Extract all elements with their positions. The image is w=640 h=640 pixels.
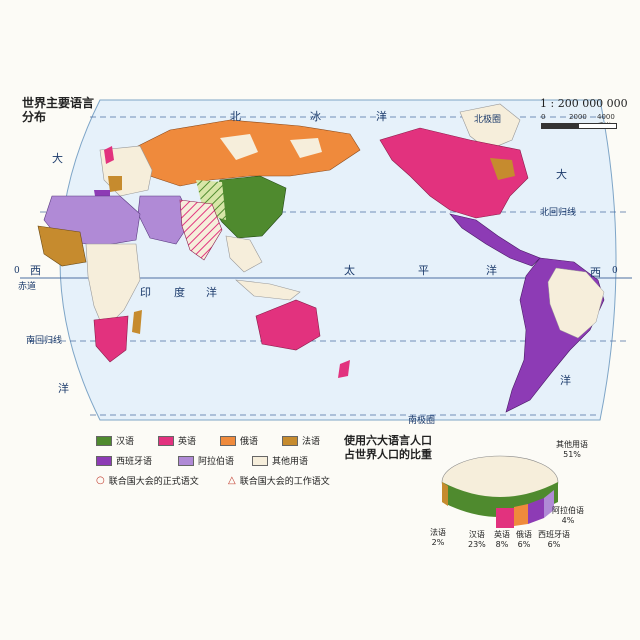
legend-swatch: [96, 455, 112, 466]
france: [108, 176, 122, 192]
legend-item-other: 其他用语: [252, 454, 308, 467]
ocean-label: 冰: [310, 110, 322, 123]
africa-south-english: [93, 315, 129, 363]
legend-swatch: [252, 455, 268, 466]
population-pie: [441, 455, 559, 528]
tropic-cancer-label: 北回归线: [540, 208, 577, 218]
arctic-circle-label: 北极圈: [474, 115, 502, 125]
ocean-label: 西: [590, 266, 602, 279]
north-america-english: [379, 127, 529, 219]
ocean-label: 印: [140, 286, 152, 299]
ocean-label: 洋: [560, 374, 572, 387]
antarctic-circle-label: 南极圈: [408, 416, 436, 426]
pie-label-french: 法语 2%: [430, 528, 446, 547]
africa-west-french: [37, 225, 87, 267]
ocean-label: 北: [230, 110, 242, 123]
legend-swatch: [178, 455, 194, 466]
legend-swatch: [96, 435, 112, 446]
australia: [255, 299, 321, 351]
legend-item-chinese: 汉语: [96, 434, 134, 447]
legend-official-language: ○ 联合国大会的正式语文: [96, 475, 199, 487]
legend-swatch: [282, 435, 298, 446]
scale-ratio: 1 : 200 000 000: [540, 97, 628, 110]
quebec-french: [490, 158, 515, 180]
pie-label-arabic: 阿拉伯语 4%: [552, 506, 584, 525]
legend-swatch: [220, 435, 236, 446]
ocean-label: 洋: [376, 110, 388, 123]
pie-label-spanish: 西班牙语 6%: [538, 530, 570, 549]
pie-label-chinese: 汉语 23%: [468, 530, 486, 549]
ocean-label: 大: [556, 168, 568, 181]
ocean-label: 度: [174, 286, 186, 299]
longitude-zero-left: 0: [14, 266, 20, 276]
legend-item-russian: 俄语: [220, 434, 258, 447]
uk-english: [104, 146, 114, 164]
legend-swatch: [158, 435, 174, 446]
ocean-label: 洋: [486, 264, 498, 277]
greenland: [459, 103, 521, 151]
pie-label-other: 其他用语 51%: [556, 440, 588, 459]
indonesia: [235, 279, 301, 301]
triangle-icon: △: [228, 475, 236, 486]
tropic-capricorn-label: 南回归线: [26, 336, 63, 346]
russia-other-patches: [220, 134, 258, 160]
ocean-label: 平: [418, 264, 430, 277]
map-title: 世界主要语言 分布: [22, 96, 95, 124]
new-zealand: [338, 360, 350, 378]
legend-working-language: △ 联合国大会的工作语文: [228, 475, 330, 487]
legend-item-arabic: 阿拉伯语: [178, 454, 234, 467]
central-america-spanish: [449, 213, 541, 267]
ocean-label: 洋: [206, 286, 218, 299]
legend-item-french: 法语: [282, 434, 320, 447]
equator-label: 赤道: [18, 282, 37, 292]
madagascar: [132, 310, 142, 334]
legend-item-spanish: 西班牙语: [96, 454, 152, 467]
longitude-zero-right: 0: [612, 266, 618, 276]
stats-title: 使用六大语言人口 占世界人口的比重: [344, 434, 432, 461]
pie-label-russian: 俄语 6%: [516, 530, 532, 549]
ocean-label: 太: [344, 264, 356, 277]
legend-item-english: 英语: [158, 434, 196, 447]
brazil-other: [547, 267, 605, 339]
southeast-asia: [225, 235, 263, 273]
ocean-label: 大: [52, 152, 64, 165]
scale-bar: [541, 123, 617, 129]
india: [179, 199, 223, 261]
ocean-label: 洋: [58, 382, 70, 395]
ocean-label: 西: [30, 264, 42, 277]
pie-label-english: 英语 8%: [494, 530, 510, 549]
circle-icon: ○: [96, 475, 105, 486]
